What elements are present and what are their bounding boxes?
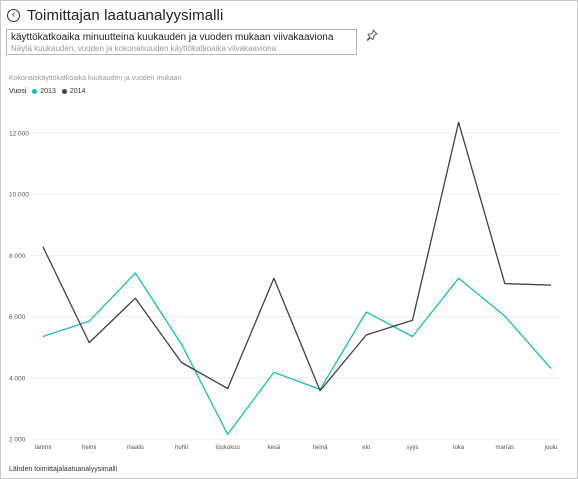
qa-restatement: Näytä kuukauden, vuoden ja kokonaisuuden… bbox=[11, 44, 277, 53]
back-arrow-icon[interactable]: ‹ bbox=[7, 8, 20, 22]
y-tick-label: 2 000 bbox=[9, 437, 26, 444]
y-tick-label: 4 000 bbox=[9, 375, 26, 382]
y-tick-label: 8 000 bbox=[9, 253, 26, 260]
legend-item-2014[interactable]: 2014 bbox=[61, 88, 86, 95]
header: ‹ Toimittajan laatuanalyysimalli bbox=[7, 5, 223, 25]
series-line-2014[interactable] bbox=[42, 121, 552, 392]
pin-icon-glyph bbox=[366, 29, 378, 41]
legend-label-2013: 2013 bbox=[40, 88, 56, 95]
x-tick-label: helmi bbox=[82, 445, 96, 451]
series-line-2013[interactable] bbox=[42, 272, 552, 436]
legend-dot-2014 bbox=[61, 89, 67, 94]
x-tick-label: heinä bbox=[313, 445, 328, 451]
qa-input[interactable]: käyttökatkoaika minuutteina kuukauden ja… bbox=[11, 32, 334, 43]
legend-title: Vuosi bbox=[9, 88, 27, 95]
legend-item-2013[interactable]: 2013 bbox=[32, 88, 56, 95]
pin-icon[interactable] bbox=[366, 29, 378, 41]
chart-title: Kokonaiskäyttökatkoaika kuukauden ja vuo… bbox=[9, 75, 182, 82]
y-tick-label: 6 000 bbox=[9, 314, 26, 321]
source-note: Lähden toimittajalaatuanalyysimalli bbox=[9, 466, 118, 473]
page-title: Toimittajan laatuanalyysimalli bbox=[27, 6, 224, 24]
legend-dot-2013 bbox=[32, 89, 38, 94]
x-tick-label: joulu bbox=[544, 445, 558, 451]
chart-legend: Vuosi 2013 2014 bbox=[9, 88, 91, 95]
x-tick-label: kesä bbox=[268, 445, 281, 451]
x-tick-label: elo bbox=[362, 445, 371, 451]
x-tick-label: huhti bbox=[175, 445, 188, 451]
y-tick-label: 12 000 bbox=[9, 131, 29, 138]
legend-label-2014: 2014 bbox=[69, 88, 86, 95]
x-tick-label: toukokuu bbox=[216, 445, 240, 451]
x-tick-label: maalis bbox=[127, 445, 144, 451]
x-tick-label: loka bbox=[453, 445, 465, 451]
line-chart: 2 000 4 000 6 000 8 000 10 000 12 000 tammi hel… bbox=[9, 121, 561, 451]
x-tick-label: syys bbox=[406, 445, 418, 451]
x-tick-label: tammi bbox=[35, 445, 51, 451]
x-tick-label: marras bbox=[495, 445, 514, 451]
qa-search-box[interactable]: käyttökatkoaika minuutteina kuukauden ja… bbox=[6, 29, 357, 55]
y-tick-label: 10 000 bbox=[9, 192, 29, 199]
